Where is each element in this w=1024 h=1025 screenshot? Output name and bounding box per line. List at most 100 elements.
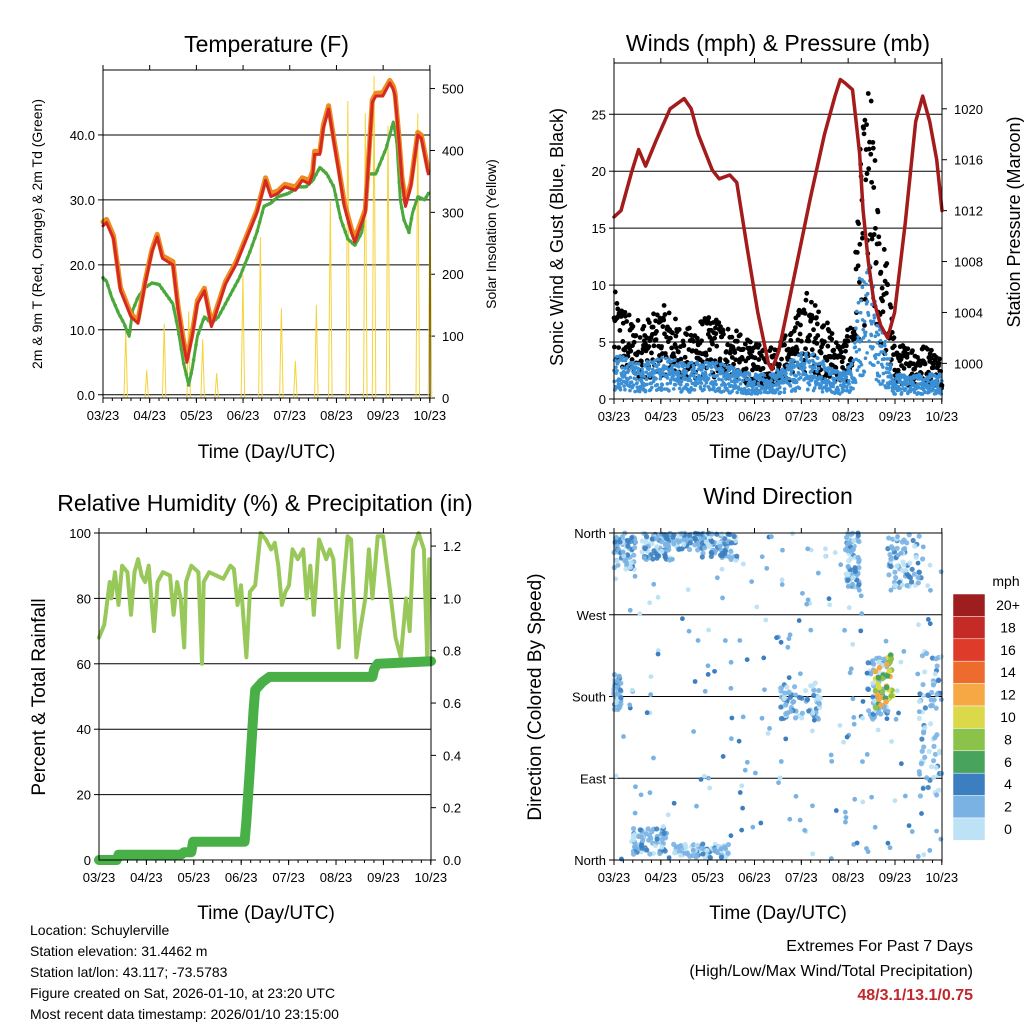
wind-point [632,369,637,373]
direction-point [890,536,896,542]
direction-point [778,704,784,710]
gust-point [706,315,712,320]
direction-point [759,715,765,721]
winds-xtick-label: 08/23 [832,409,865,424]
dewpoint-point [204,316,208,320]
gust-point [742,341,748,347]
direction-point [637,827,643,833]
dewpoint-point [179,347,184,352]
wind-point [692,366,696,370]
direction-point [628,560,634,566]
direction-point [778,759,784,764]
direction-point [924,775,930,781]
direction-point [909,829,915,834]
gust-point [910,348,915,354]
direction-point [892,798,898,804]
direction-point [638,792,644,798]
winds-xtick-label: 03/23 [598,409,631,424]
gust-point [782,333,788,339]
direction-point [810,851,816,857]
direction-point [618,695,624,701]
direction-point [787,816,793,822]
solar-spike [240,274,246,399]
wind-point [794,374,798,378]
wind-point [852,341,857,345]
direction-ytick-label: East [580,771,606,786]
direction-point [649,536,655,542]
dewpoint-point [272,198,277,202]
dewpoint-point [159,286,164,291]
direction-point [876,659,882,665]
wind-point [813,375,818,379]
direction-point [895,552,901,558]
gust-point [678,356,684,362]
gust-point [661,317,667,323]
gust-point [844,334,850,339]
direction-point [629,687,635,693]
humidity-xtick-label: 07/23 [272,870,305,885]
direction-point [705,775,711,781]
wind-point [874,352,878,357]
wind-point [618,377,623,382]
wind-point [743,373,748,378]
gust-point [660,324,666,329]
direction-point [856,587,862,593]
direction-point [823,553,828,559]
extremes-box: Extremes For Past 7 Days (High/Low/Max W… [689,935,973,1009]
gust-point [864,122,869,128]
dewpoint-point [128,329,132,333]
direction-point [894,688,900,694]
dewpoint-point [235,279,240,283]
direction-point [805,597,811,603]
dewpoint-point [120,318,125,323]
direction-point [915,574,921,581]
direction-point [848,531,854,537]
gust-point [861,125,867,131]
dewpoint-point [314,172,318,177]
direction-point [659,844,665,850]
direction-point [793,692,799,698]
direction-point [790,531,795,537]
direction-point [670,534,676,540]
wind-point [703,372,708,377]
direction-point [898,761,904,767]
wind-point [642,374,646,379]
wind-point [806,387,810,392]
direction-title: Wind Direction [703,483,853,509]
dewpoint-point [380,156,384,161]
direction-point [870,694,876,700]
direction-point [785,710,791,716]
direction-point [699,554,705,560]
wind-point [880,381,884,386]
humidity-xlabel: Time (Day/UTC) [197,903,335,924]
wind-point [803,365,807,370]
direction-point [785,644,791,650]
extremes-subtitle: (High/Low/Max Wind/Total Precipitation) [689,962,973,980]
gust-point [804,290,810,296]
direction-point [782,690,788,696]
wind-point [622,384,626,388]
wind-point [938,375,943,379]
direction-point [726,554,732,560]
wind-point [853,380,858,385]
gust-point [869,179,875,185]
direction-point [826,596,832,602]
wind-point [805,355,809,360]
dewpoint-point [184,372,189,377]
wind-point [877,374,882,378]
direction-point [850,546,856,553]
direction-point [917,691,923,697]
direction-ytick-label: North [574,853,606,868]
gust-point [703,352,709,358]
wind-point [789,372,793,376]
direction-point [633,539,639,545]
gust-point [821,323,827,329]
wind-point [712,385,716,390]
direction-ylabel: Direction (Colored By Speed) [525,573,546,820]
direction-point [666,855,672,861]
wind-point [799,354,803,359]
wind-point [845,385,849,389]
direction-point [926,748,932,754]
wind-point [713,379,718,384]
wind-point [851,386,855,391]
